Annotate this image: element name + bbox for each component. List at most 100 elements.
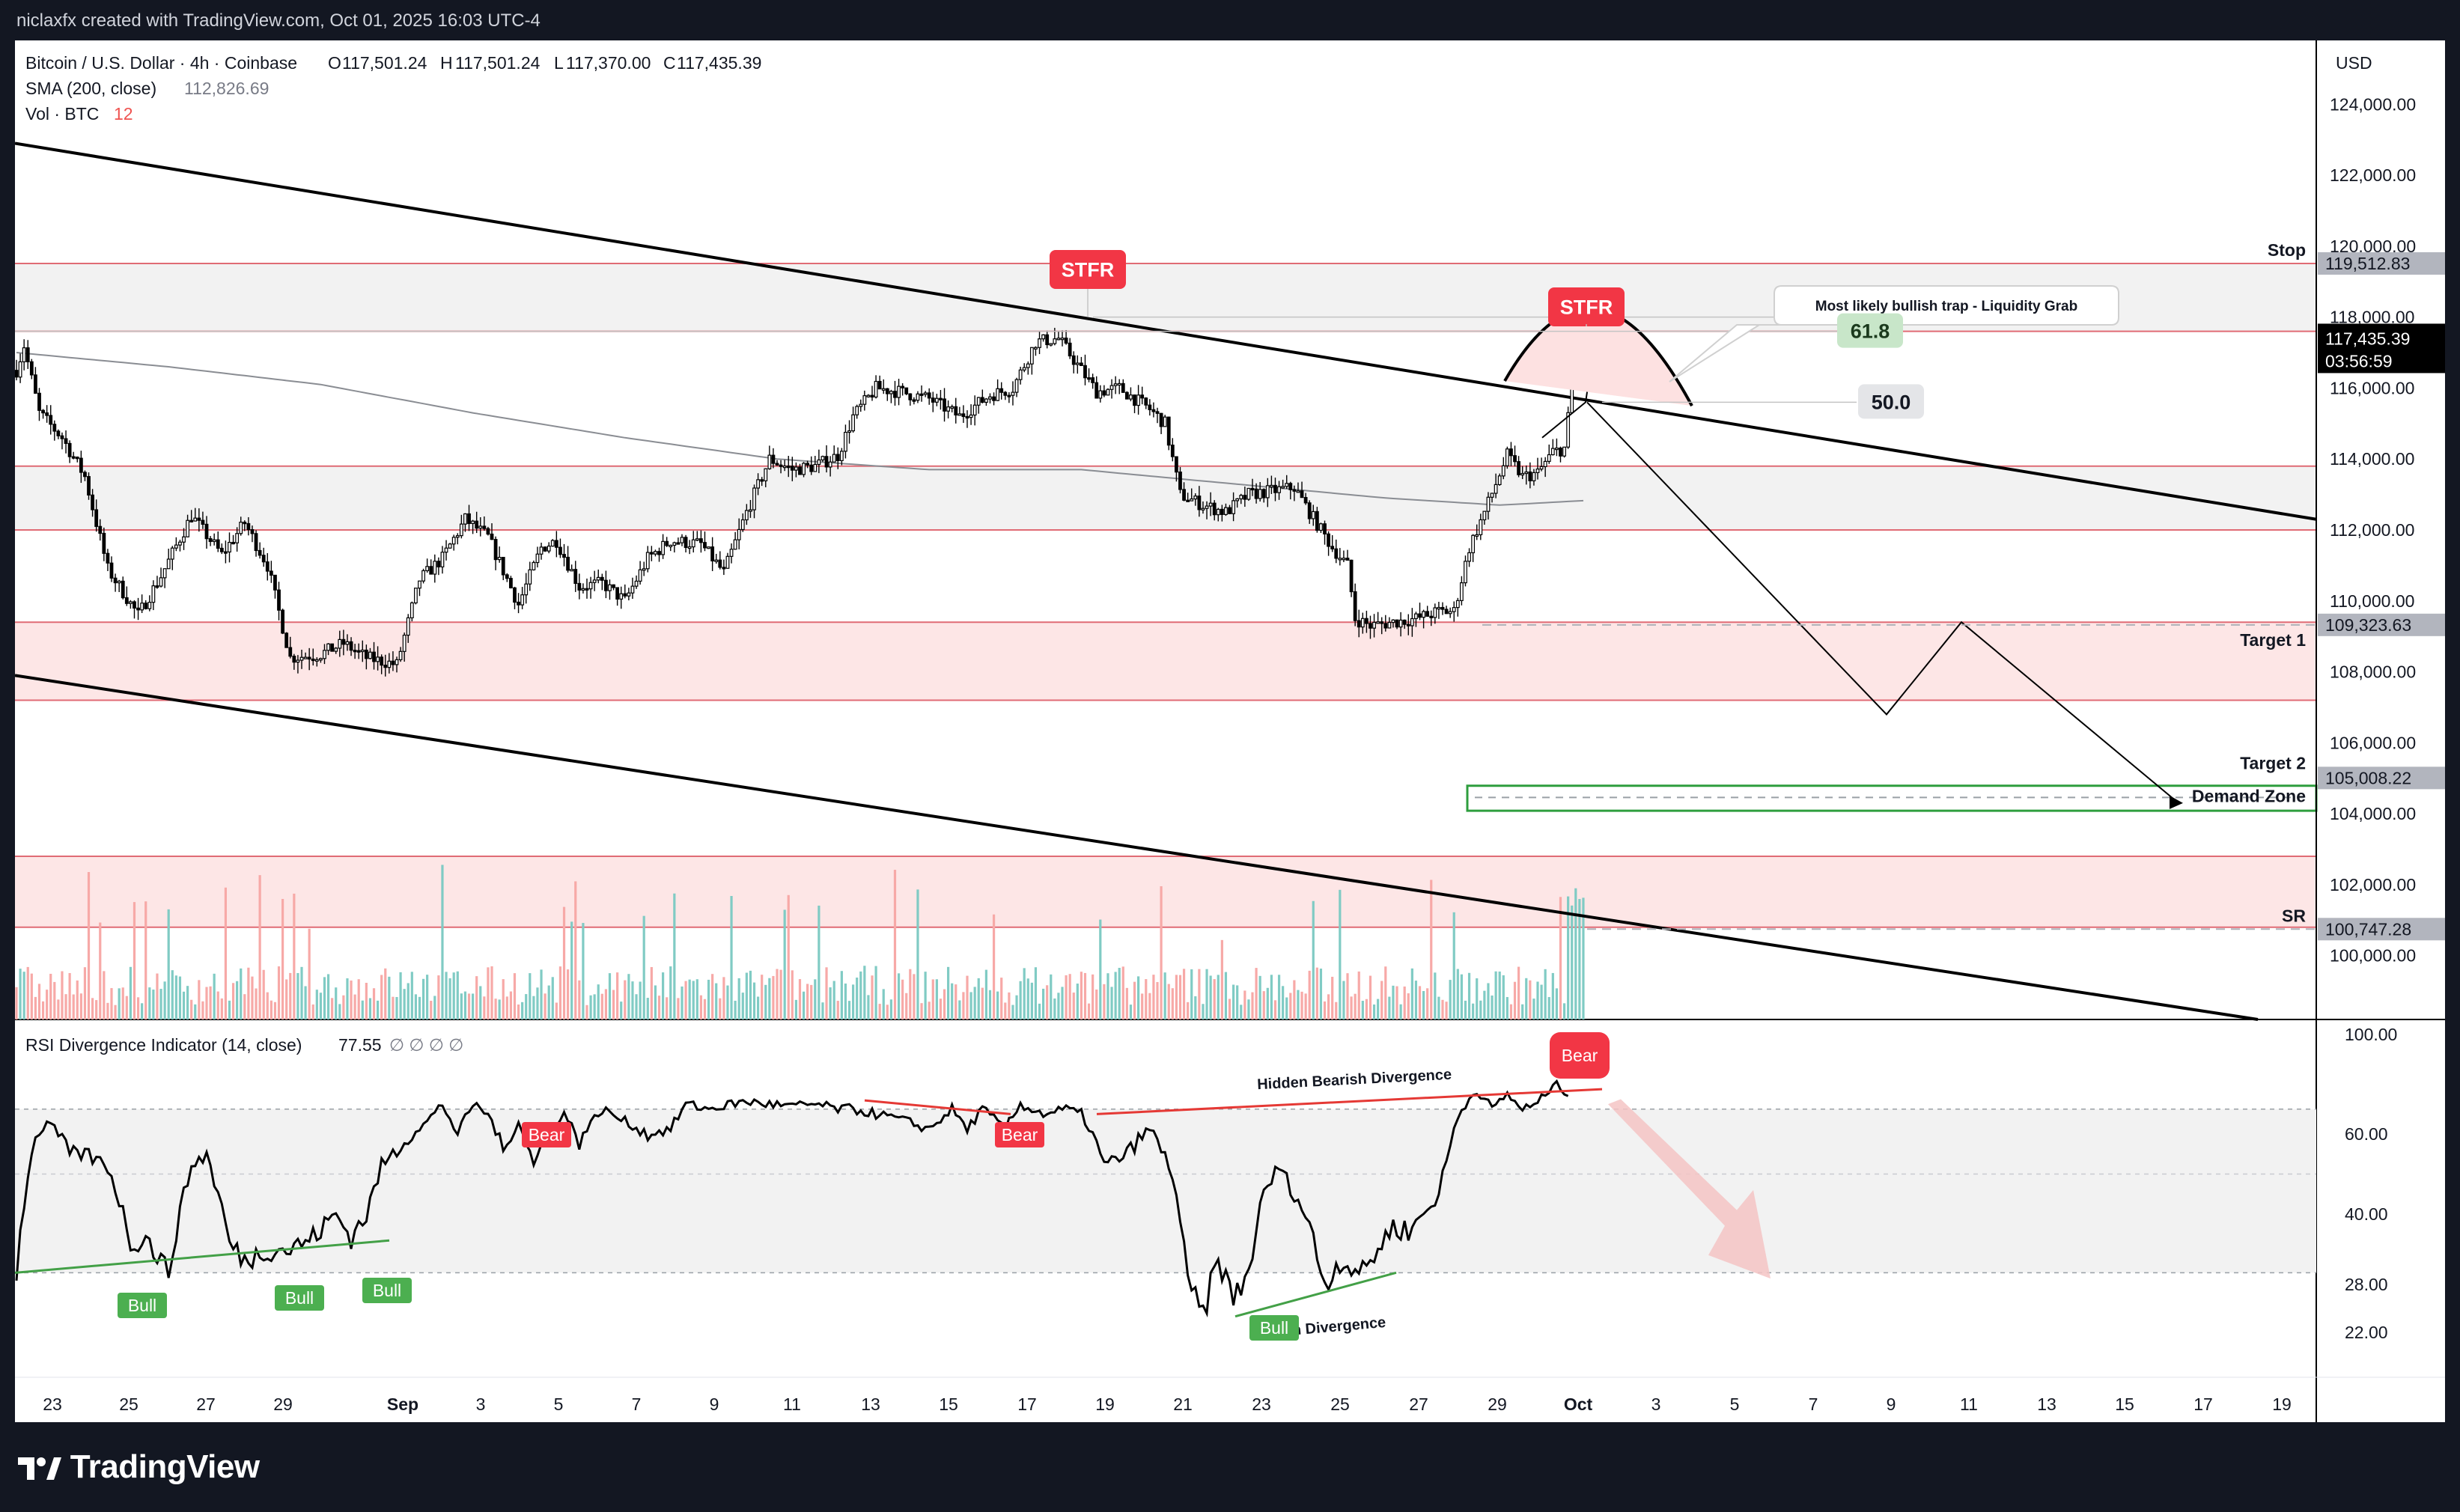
candle xyxy=(851,406,856,433)
candle xyxy=(303,652,308,659)
volume-bar xyxy=(129,966,132,1019)
candle xyxy=(1224,503,1228,516)
volume-bar xyxy=(37,984,41,1019)
candle xyxy=(204,516,209,549)
candle xyxy=(866,394,871,398)
candle xyxy=(1300,481,1304,499)
candle xyxy=(94,499,99,532)
candle-down xyxy=(133,601,136,609)
candle-up xyxy=(1376,621,1380,624)
candle xyxy=(737,518,741,549)
candle-up xyxy=(463,513,467,525)
candle xyxy=(1357,609,1361,638)
candle xyxy=(1159,412,1163,434)
candle xyxy=(147,595,152,612)
candle xyxy=(239,516,243,536)
candle xyxy=(794,462,798,478)
candle xyxy=(52,420,57,441)
volume-bar xyxy=(388,976,391,1019)
candle-down xyxy=(391,660,395,665)
candle-up xyxy=(1311,510,1315,519)
volume-bar xyxy=(715,983,718,1019)
volume-bar xyxy=(624,980,627,1019)
chart-svg[interactable]: STFR STFR Most likely bullish trap - Liqui… xyxy=(14,40,2445,1422)
candle xyxy=(467,504,471,531)
candle xyxy=(1098,385,1103,403)
stfr-label-1: STFR xyxy=(1050,250,1126,289)
volume-bar xyxy=(236,981,239,1019)
volume-bar xyxy=(1464,1000,1467,1019)
candle-down xyxy=(383,665,388,668)
legend-high-label: H xyxy=(440,53,453,73)
candle xyxy=(877,375,882,390)
candle-up xyxy=(421,570,425,582)
candle-down xyxy=(1140,394,1145,399)
candle-up xyxy=(1471,534,1476,554)
candle xyxy=(170,546,174,570)
candle xyxy=(592,570,597,591)
volume-bar xyxy=(1110,987,1113,1019)
candle xyxy=(391,651,395,671)
time-tick-label: 7 xyxy=(1809,1394,1818,1414)
candle xyxy=(950,404,955,412)
candle xyxy=(870,385,874,401)
candle xyxy=(710,537,715,572)
candle xyxy=(885,388,889,401)
price-tick-label: 114,000.00 xyxy=(2330,449,2414,469)
volume-bar xyxy=(270,1000,273,1019)
volume-bar xyxy=(928,1002,931,1019)
candle-down xyxy=(939,397,943,400)
candle-down xyxy=(87,476,91,496)
candle-down xyxy=(231,541,235,545)
candle xyxy=(744,504,749,525)
time-tick-label: 29 xyxy=(1488,1394,1507,1414)
volume-bar xyxy=(1000,978,1003,1019)
volume-bar xyxy=(1551,972,1554,1019)
candle xyxy=(1129,387,1133,402)
candle xyxy=(649,546,654,561)
volume-bar xyxy=(677,998,680,1019)
volume-bar xyxy=(666,997,669,1019)
volume-bar xyxy=(582,923,585,1019)
time-tick-label: 13 xyxy=(861,1394,880,1414)
candle xyxy=(364,644,368,670)
candle-down xyxy=(954,406,958,416)
candle-up xyxy=(740,519,745,531)
candle-down xyxy=(144,603,148,609)
volume-bar xyxy=(1567,896,1570,1019)
candle-up xyxy=(117,580,121,584)
candle-up xyxy=(1535,469,1540,473)
candle xyxy=(106,549,110,571)
volume-bar xyxy=(1015,995,1018,1019)
candle xyxy=(109,556,114,582)
volume-bar xyxy=(688,979,691,1019)
candle-up xyxy=(334,647,338,652)
volume-bar xyxy=(567,969,570,1019)
tradingview-logo[interactable]: TradingView xyxy=(18,1448,260,1486)
time-tick-label: 23 xyxy=(43,1394,62,1414)
candle-up xyxy=(957,413,962,416)
volume-bar xyxy=(114,1005,117,1019)
candle xyxy=(608,579,612,600)
candle xyxy=(471,519,475,534)
demand-zone-box xyxy=(1466,784,2318,812)
volume-bar xyxy=(1297,990,1300,1019)
candle-up xyxy=(1258,489,1262,499)
candle-up xyxy=(159,577,163,587)
volume-bar xyxy=(1395,986,1398,1019)
level-price-tag-bg xyxy=(2318,613,2445,636)
candle xyxy=(1398,612,1403,637)
candle-down xyxy=(554,540,558,548)
candle xyxy=(334,647,338,654)
candle-up xyxy=(1398,619,1403,628)
candle xyxy=(413,588,418,605)
rsi-label-text: Bull xyxy=(128,1296,156,1315)
volume-bar xyxy=(178,976,182,1019)
candle xyxy=(1383,615,1388,632)
candle-down xyxy=(1254,488,1258,499)
candle-up xyxy=(1497,475,1502,485)
volume-bar xyxy=(1198,969,1201,1019)
chart-panel[interactable]: STFR STFR Most likely bullish trap - Liqui… xyxy=(14,40,2445,1422)
legend-sma-label: SMA (200, close) xyxy=(25,79,156,98)
candle xyxy=(1349,559,1354,597)
